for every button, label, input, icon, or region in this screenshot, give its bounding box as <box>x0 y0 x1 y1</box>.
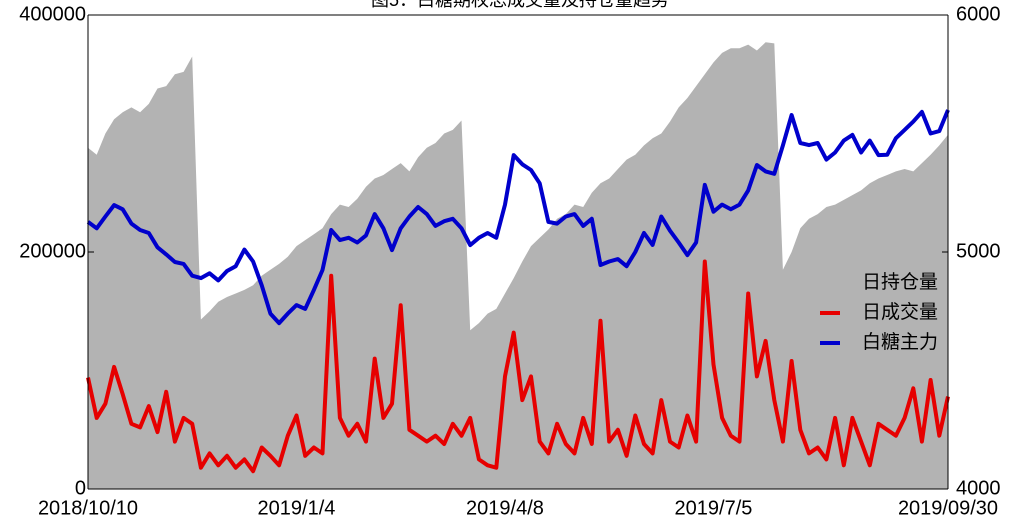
y-tick-label: 200000 <box>19 240 86 262</box>
chart-title: 图5：白糖期权总成交量及持仓量趋势 <box>371 0 669 10</box>
y-tick-label: 400000 <box>19 3 86 25</box>
y2-tick-label: 5000 <box>956 240 1001 262</box>
x-tick-label: 2018/10/10 <box>38 497 138 519</box>
area <box>88 42 948 490</box>
legend-swatch <box>820 277 840 289</box>
x-tick-label: 2019/7/5 <box>675 497 753 519</box>
line <box>86 109 950 326</box>
y2-tick-label: 6000 <box>956 3 1001 25</box>
y-tick-label: 0 <box>75 477 86 499</box>
line <box>86 259 950 474</box>
x-tick-label: 2019/1/4 <box>258 497 336 519</box>
legend-label: 日持仓量 <box>862 271 938 293</box>
x-tick-label: 2019/4/8 <box>466 497 544 519</box>
x-tick-label: 2019/09/30 <box>898 497 998 519</box>
y2-tick-label: 4000 <box>956 477 1001 499</box>
legend-label: 白糖主力 <box>862 331 938 353</box>
legend-label: 日成交量 <box>862 301 938 323</box>
